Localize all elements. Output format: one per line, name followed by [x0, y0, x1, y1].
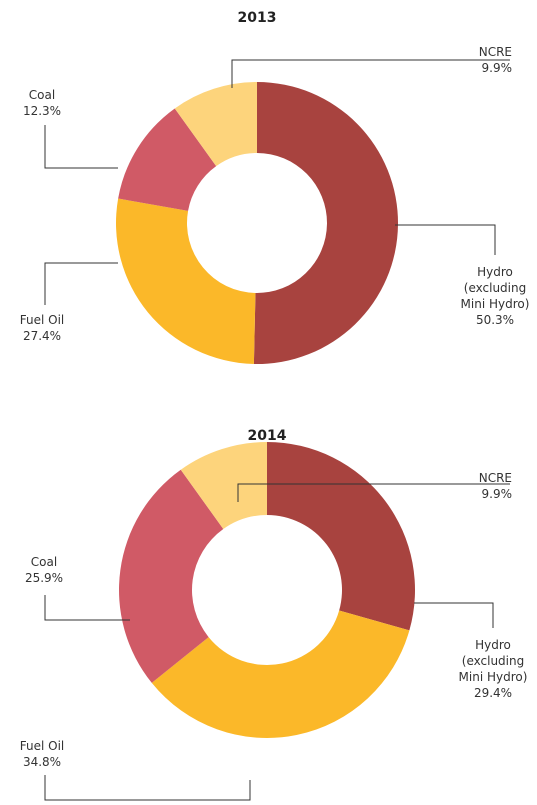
leader-line: [44, 262, 118, 305]
value-label: 50.3%: [475, 313, 515, 327]
segment-label: NCRE 9.9%: [432, 44, 512, 76]
leader-line: [231, 59, 510, 88]
leader-line: [414, 602, 494, 628]
donut-segment: [151, 610, 410, 738]
donut-segment: [253, 82, 399, 365]
donut-segment: [118, 108, 217, 211]
category-label: NCRE: [478, 471, 512, 485]
category-label: Fuel Oil: [19, 313, 65, 327]
leader-line: [44, 595, 130, 621]
donut-segment: [180, 442, 267, 530]
value-label: 34.8%: [22, 755, 62, 769]
segment-label: Hydro (excluding Mini Hydro) 29.4%: [453, 637, 533, 701]
donut-segment: [115, 198, 256, 364]
value-label: 25.9%: [24, 571, 64, 585]
category-label: Hydro (excluding Mini Hydro): [458, 638, 528, 684]
segment-label: Hydro (excluding Mini Hydro) 50.3%: [455, 264, 535, 328]
value-label: 29.4%: [473, 686, 513, 700]
leader-line: [44, 775, 251, 801]
segment-label: Coal 12.3%: [2, 87, 82, 119]
segment-label: Fuel Oil 34.8%: [2, 738, 82, 770]
donut-segment: [174, 82, 257, 167]
value-label: 27.4%: [22, 329, 62, 343]
category-label: Coal: [28, 88, 56, 102]
segment-label: Fuel Oil 27.4%: [2, 312, 82, 344]
value-label: 12.3%: [22, 104, 62, 118]
category-label: NCRE: [478, 45, 512, 59]
donut-segment: [267, 442, 415, 631]
leader-line: [395, 224, 496, 255]
chart-title: 2014: [248, 428, 287, 444]
donut-segment: [119, 469, 224, 683]
category-label: Coal: [30, 555, 58, 569]
value-label: 9.9%: [481, 61, 513, 75]
segment-label: NCRE 9.9%: [432, 470, 512, 502]
category-label: Hydro (excluding Mini Hydro): [460, 265, 530, 311]
value-label: 9.9%: [481, 487, 513, 501]
leader-line: [237, 483, 510, 502]
category-label: Fuel Oil: [19, 739, 65, 753]
leader-line: [44, 125, 118, 169]
segment-label: Coal 25.9%: [4, 554, 84, 586]
chart-title: 2013: [238, 10, 277, 26]
